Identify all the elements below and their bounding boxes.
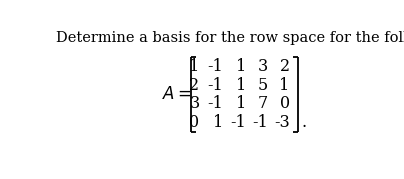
Text: 7: 7 xyxy=(257,95,268,112)
Text: $A=$: $A=$ xyxy=(162,86,191,103)
Text: 3: 3 xyxy=(257,58,268,75)
Text: -1: -1 xyxy=(230,114,246,131)
Text: -1: -1 xyxy=(207,95,223,112)
Text: 1: 1 xyxy=(280,77,290,94)
Text: .: . xyxy=(301,114,306,131)
Text: 2: 2 xyxy=(189,77,200,94)
Text: 0: 0 xyxy=(189,114,200,131)
Text: 1: 1 xyxy=(213,114,223,131)
Text: 1: 1 xyxy=(236,95,246,112)
Text: -1: -1 xyxy=(252,114,268,131)
Text: 0: 0 xyxy=(280,95,290,112)
Text: 5: 5 xyxy=(257,77,268,94)
Text: -1: -1 xyxy=(207,77,223,94)
Text: -3: -3 xyxy=(274,114,290,131)
Text: 1: 1 xyxy=(236,58,246,75)
Text: 2: 2 xyxy=(280,58,290,75)
Text: Determine a basis for the row space for the following matrix.: Determine a basis for the row space for … xyxy=(56,31,404,45)
Text: 1: 1 xyxy=(236,77,246,94)
Text: -1: -1 xyxy=(207,58,223,75)
Text: 3: 3 xyxy=(189,95,200,112)
Text: 1: 1 xyxy=(189,58,200,75)
